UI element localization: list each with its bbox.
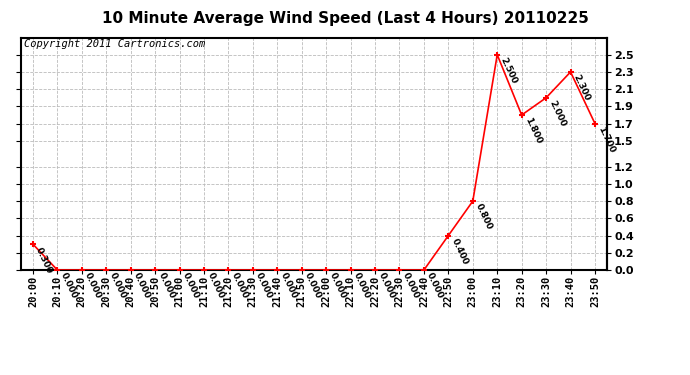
Text: 0.000: 0.000 [328, 272, 348, 300]
Text: 0.000: 0.000 [377, 272, 396, 300]
Text: 0.000: 0.000 [401, 272, 421, 300]
Text: 0.000: 0.000 [83, 272, 103, 300]
Text: 0.000: 0.000 [59, 272, 79, 300]
Text: 2.300: 2.300 [572, 74, 592, 103]
Text: Copyright 2011 Cartronics.com: Copyright 2011 Cartronics.com [23, 39, 205, 49]
Text: 0.000: 0.000 [132, 272, 152, 300]
Text: 2.500: 2.500 [499, 56, 519, 86]
Text: 10 Minute Average Wind Speed (Last 4 Hours) 20110225: 10 Minute Average Wind Speed (Last 4 Hou… [101, 11, 589, 26]
Text: 0.000: 0.000 [157, 272, 177, 300]
Text: 0.000: 0.000 [425, 272, 445, 300]
Text: 2.000: 2.000 [547, 99, 567, 128]
Text: 0.000: 0.000 [181, 272, 201, 300]
Text: 0.000: 0.000 [303, 272, 323, 300]
Text: 0.000: 0.000 [352, 272, 372, 300]
Text: 0.000: 0.000 [206, 272, 226, 300]
Text: 0.400: 0.400 [450, 237, 470, 266]
Text: 1.800: 1.800 [523, 116, 543, 146]
Text: 0.000: 0.000 [108, 272, 128, 300]
Text: 0.300: 0.300 [34, 246, 55, 275]
Text: 0.800: 0.800 [474, 202, 494, 232]
Text: 0.000: 0.000 [230, 272, 250, 300]
Text: 0.000: 0.000 [279, 272, 299, 300]
Text: 0.000: 0.000 [254, 272, 274, 300]
Text: 1.700: 1.700 [596, 125, 616, 154]
